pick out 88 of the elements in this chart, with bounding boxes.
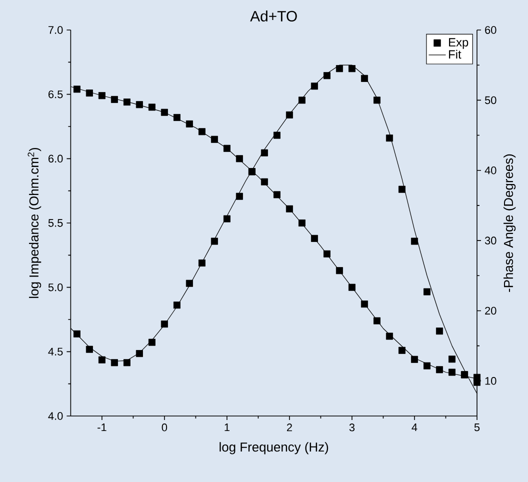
point xyxy=(86,346,93,353)
point xyxy=(298,220,306,226)
point xyxy=(336,267,343,274)
y2-tick-label: 30 xyxy=(484,236,496,244)
x-axis-title: log Frequency (Hz) xyxy=(220,442,328,454)
point xyxy=(73,330,80,338)
point xyxy=(298,96,306,104)
point xyxy=(136,101,143,108)
point xyxy=(110,96,118,103)
point xyxy=(160,320,168,328)
x-tick-label: 3 xyxy=(349,424,355,432)
y-tick-label: 6.5 xyxy=(48,90,63,98)
x-tick-label: 1 xyxy=(224,424,230,432)
point xyxy=(210,136,218,143)
point xyxy=(186,120,193,128)
point xyxy=(198,128,206,136)
point xyxy=(273,191,280,198)
point xyxy=(286,205,293,212)
point xyxy=(173,114,180,121)
x-tick-label: 2 xyxy=(286,424,292,432)
y-tick-label: 5.5 xyxy=(48,219,63,227)
point xyxy=(98,92,106,100)
y2-tick-label: 10 xyxy=(485,377,496,385)
x-tick-label: -1 xyxy=(98,424,106,432)
y2-tick-label: 60 xyxy=(485,26,496,34)
y2-tick-label: 50 xyxy=(484,96,496,104)
point xyxy=(360,74,368,82)
y-tick-label: 7.0 xyxy=(48,26,63,34)
point xyxy=(136,350,143,358)
point xyxy=(373,317,380,324)
point xyxy=(160,108,168,116)
y-tick-label: 4.5 xyxy=(48,348,63,356)
point xyxy=(448,368,456,376)
point xyxy=(386,332,393,340)
point xyxy=(398,186,406,193)
point xyxy=(73,86,80,93)
legend-label: Exp xyxy=(449,38,468,49)
point xyxy=(223,144,230,152)
point xyxy=(186,280,193,287)
point xyxy=(474,378,480,386)
point xyxy=(110,359,118,366)
y-tick-label: 6.0 xyxy=(48,154,63,163)
point xyxy=(348,284,356,291)
point xyxy=(148,104,156,111)
point xyxy=(423,288,430,296)
point xyxy=(86,90,93,97)
y-tick-label: 4.0 xyxy=(48,412,63,420)
point xyxy=(410,356,418,363)
point xyxy=(448,356,456,363)
point xyxy=(236,192,243,200)
point xyxy=(310,234,318,242)
point xyxy=(260,178,268,186)
point xyxy=(123,98,130,106)
point xyxy=(360,300,368,308)
x-tick-label: 0 xyxy=(162,424,168,432)
legend-label: Fit xyxy=(449,50,462,59)
point xyxy=(148,338,156,346)
point xyxy=(173,302,180,309)
point xyxy=(123,359,130,366)
point xyxy=(98,356,106,364)
point xyxy=(236,155,243,162)
point xyxy=(310,82,318,90)
y2-axis-title: -Phase Angle (Degrees) xyxy=(504,154,516,292)
point xyxy=(273,132,280,139)
point xyxy=(286,111,293,118)
point xyxy=(223,215,230,222)
point xyxy=(198,260,206,267)
x-tick-label: 5 xyxy=(474,424,480,432)
point xyxy=(323,72,330,80)
point xyxy=(386,134,393,142)
point xyxy=(423,362,430,370)
point xyxy=(210,238,218,245)
point xyxy=(373,96,380,104)
point xyxy=(336,65,343,72)
x-tick-label: 4 xyxy=(412,424,418,432)
chart-title: Ad+TO xyxy=(250,10,297,22)
y-axis-title: log Impedance (Ohm.cm$^{2}$) xyxy=(28,148,42,298)
point xyxy=(348,65,356,72)
point xyxy=(260,149,268,156)
y2-tick-label: 40 xyxy=(484,166,496,174)
point xyxy=(461,371,468,378)
y2-tick-label: 20 xyxy=(485,306,496,315)
point xyxy=(436,366,443,374)
point xyxy=(436,328,443,335)
point xyxy=(323,250,330,258)
point xyxy=(398,346,406,354)
y-tick-label: 5.0 xyxy=(48,283,63,292)
point xyxy=(410,238,418,245)
